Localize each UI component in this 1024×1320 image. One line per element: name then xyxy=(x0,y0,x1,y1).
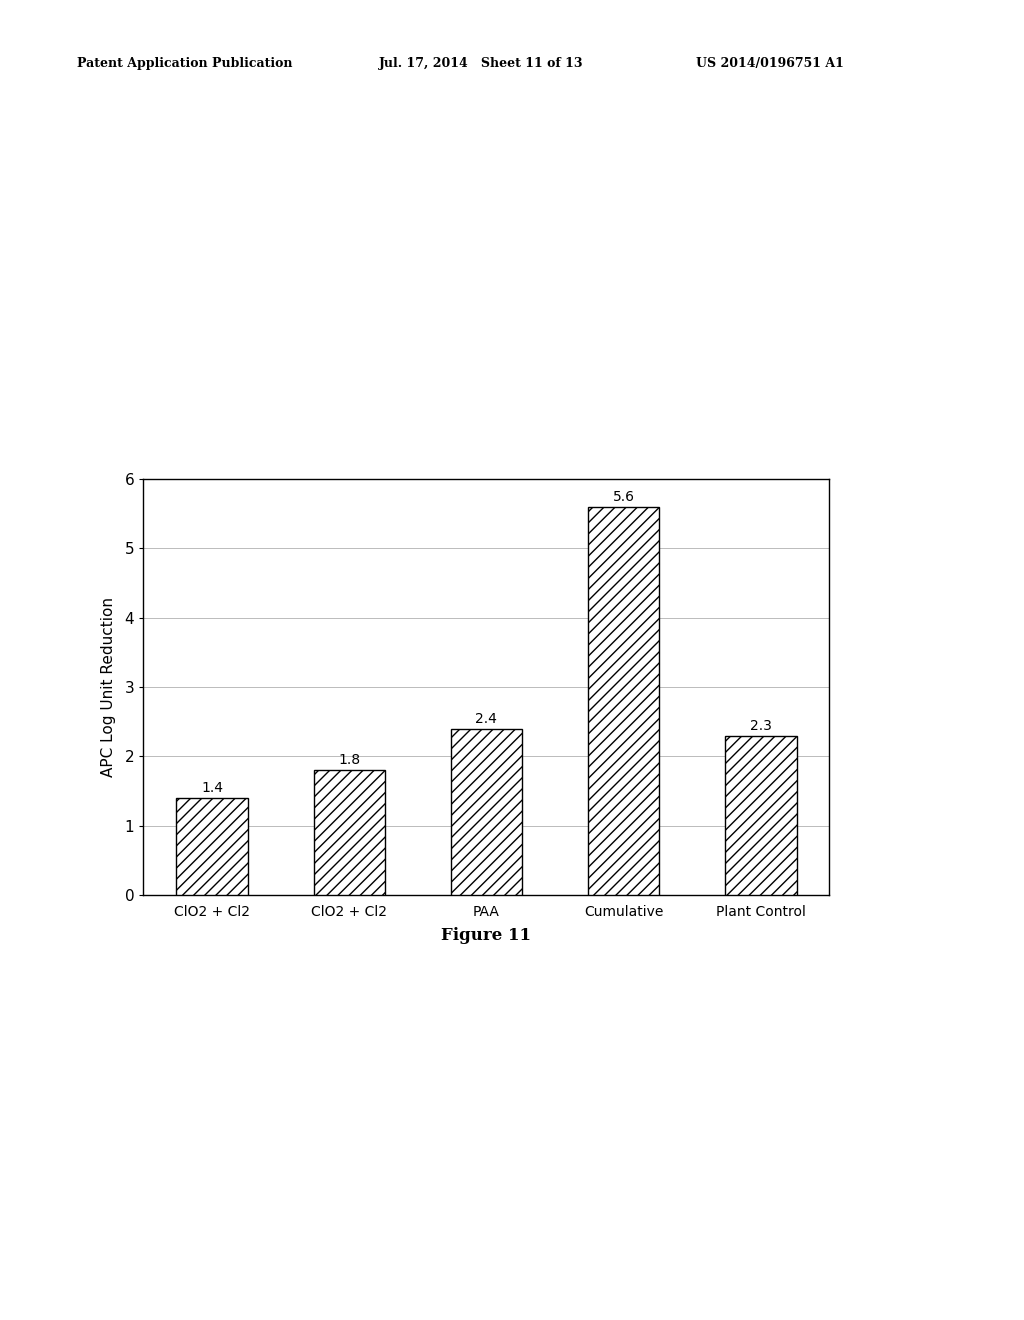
Text: Figure 11: Figure 11 xyxy=(441,927,531,944)
Text: Patent Application Publication: Patent Application Publication xyxy=(77,57,292,70)
Bar xyxy=(176,797,248,895)
Bar xyxy=(588,507,659,895)
Text: 1.4: 1.4 xyxy=(201,781,223,795)
Text: 2.4: 2.4 xyxy=(475,711,498,726)
Text: 1.8: 1.8 xyxy=(338,754,360,767)
Y-axis label: APC Log Unit Reduction: APC Log Unit Reduction xyxy=(101,597,117,777)
Bar xyxy=(451,729,522,895)
Text: US 2014/0196751 A1: US 2014/0196751 A1 xyxy=(696,57,844,70)
Bar xyxy=(313,771,385,895)
Bar xyxy=(725,735,797,895)
Text: 5.6: 5.6 xyxy=(612,490,635,504)
Text: 2.3: 2.3 xyxy=(750,719,772,733)
Text: Jul. 17, 2014   Sheet 11 of 13: Jul. 17, 2014 Sheet 11 of 13 xyxy=(379,57,584,70)
